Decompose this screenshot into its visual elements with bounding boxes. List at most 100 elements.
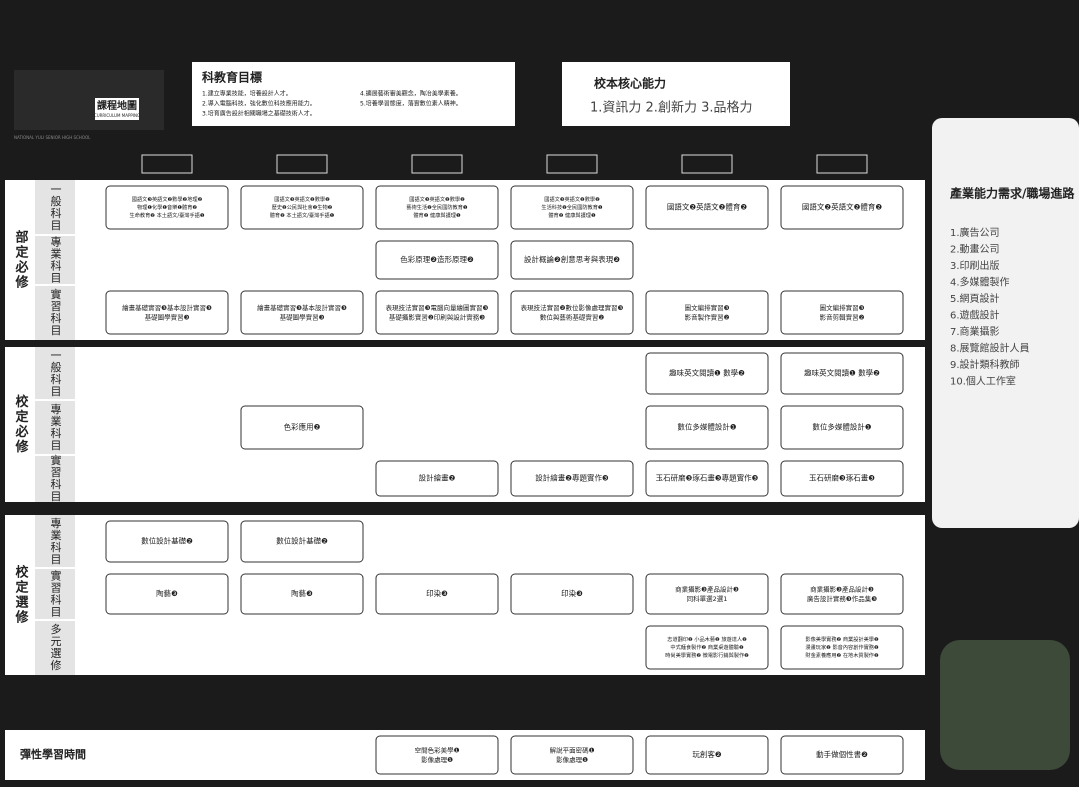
course-text: 時尚美學實務❷ 微電影行銷與製作❷ xyxy=(665,651,749,659)
course-text: 數位設計基礎❷ xyxy=(276,536,328,546)
course-box xyxy=(780,405,904,450)
course-box xyxy=(375,460,499,497)
core-text: 1.資訊力 2.創新力 3.品格力 xyxy=(590,100,752,116)
course-box xyxy=(645,573,769,615)
row-label: 實習科目 xyxy=(49,287,62,336)
course-text: 藝術生活❷全民國防教育❶ xyxy=(406,203,468,211)
course-box xyxy=(645,352,769,395)
course-box xyxy=(510,240,634,280)
course-text: 動手做個性書❷ xyxy=(816,749,868,759)
course-box xyxy=(645,735,769,775)
course-text: 影像處理❶ xyxy=(421,755,453,764)
course-box xyxy=(240,185,364,230)
logo-title: 課程地圖 xyxy=(97,99,137,112)
column-header xyxy=(681,154,733,174)
logo xyxy=(14,70,164,130)
course-text: 影音製作實習❷ xyxy=(685,312,730,321)
course-text: 陶藝❸ xyxy=(291,588,313,598)
course-text: 體育❷ 健康與護理❶ xyxy=(548,211,596,219)
course-text: 商業攝影❸產品設計❸ xyxy=(675,584,739,593)
school-name: NATIONAL YULI SENIOR HIGH SCHOOL xyxy=(14,135,91,140)
course-box xyxy=(105,520,229,563)
course-box xyxy=(105,573,229,615)
sidebar-item: 3.印刷出版 xyxy=(950,259,1000,272)
sidebar-item: 4.多媒體製作 xyxy=(950,276,1010,289)
row-label: 實習科目 xyxy=(49,453,62,502)
logo-badge xyxy=(95,98,139,120)
goal-item: 5.培養學習態度，落實數位素人精神。 xyxy=(360,100,462,108)
course-box xyxy=(375,290,499,335)
section-label: 校定選修 xyxy=(13,564,30,625)
row-label-bg xyxy=(35,347,75,502)
course-text: 生活科技❷全民國防教育❶ xyxy=(541,203,603,211)
course-text: 物理❶化學❶音樂❶體育❷ xyxy=(137,203,197,211)
course-text: 影像美學實務❷ 商業設計美學❷ xyxy=(805,635,879,643)
sidebar-item: 7.商業攝影 xyxy=(950,325,1000,338)
course-box xyxy=(780,185,904,230)
course-text: 玉石研磨❸琢石畫❸ xyxy=(809,473,875,483)
course-box xyxy=(510,185,634,230)
course-box xyxy=(240,573,364,615)
course-text: 趣味英文閱讀❶ 數學❷ xyxy=(804,368,880,378)
course-box xyxy=(645,625,769,670)
course-box xyxy=(510,735,634,775)
course-text: 繪畫基礎實習❸基本設計實習❸ xyxy=(257,303,347,312)
course-box xyxy=(240,520,364,563)
course-text: 國語文❸英語文❷數學❷ xyxy=(274,195,330,203)
course-text: 志道翻印❷ 小品木藝❷ 旅遊達人❷ xyxy=(667,635,747,643)
section-label: 校定必修 xyxy=(13,394,30,455)
course-box xyxy=(105,185,229,230)
row-label: 一般科目 xyxy=(49,184,62,232)
column-header xyxy=(546,154,598,174)
goals-title: 科教育目標 xyxy=(202,70,262,85)
course-box xyxy=(780,352,904,395)
course-box xyxy=(645,290,769,335)
column-header xyxy=(276,154,328,174)
goal-item: 3.培育廣告設計相關職場之基礎技術人才。 xyxy=(202,110,316,118)
course-text: 基礎攝影實習❷印刷與設計實務❸ xyxy=(389,312,485,321)
flex-label: 彈性學習時間 xyxy=(20,747,86,761)
course-text: 影像處理❶ xyxy=(556,755,588,764)
course-text: 玉石研磨❸琢石畫❸專題實作❸ xyxy=(656,473,759,483)
course-text: 生命教育❷ 本土語文/臺灣手語❶ xyxy=(130,211,205,219)
course-text: 數位多媒體設計❶ xyxy=(812,422,871,432)
course-box xyxy=(240,405,364,450)
course-box xyxy=(645,405,769,450)
course-box xyxy=(510,290,634,335)
course-text: 數位多媒體設計❶ xyxy=(677,422,736,432)
course-text: 玩創客❷ xyxy=(692,749,721,759)
row-label: 專業科目 xyxy=(49,236,62,284)
core-title: 校本核心能力 xyxy=(594,76,666,91)
sidebar-item: 8.展覽館設計人員 xyxy=(950,342,1030,355)
course-text: 國語文❸英語文❷數學❷ xyxy=(409,195,465,203)
course-text: 印染❸ xyxy=(426,588,448,598)
course-text: 趣味英文閱讀❶ 數學❷ xyxy=(669,368,745,378)
course-text: 體育❷ 健康與護理❶ xyxy=(413,211,461,219)
goals-box xyxy=(192,62,515,126)
course-text: 基礎圖學實習❸ xyxy=(280,312,325,321)
course-text: 財金素養應用❷ 在地木質製作❷ xyxy=(805,651,879,659)
sidebar-item: 9.設計類科教師 xyxy=(950,358,1020,371)
course-text: 廣告設計實務❸作品集❸ xyxy=(807,594,877,603)
course-text: 解說平面密碼❶ xyxy=(550,745,595,754)
course-text: 中式麵食製作❷ 商業桌遊體驗❷ xyxy=(670,643,744,651)
course-box xyxy=(780,735,904,775)
course-box xyxy=(105,290,229,335)
sidebar-item: 5.網頁設計 xyxy=(950,292,1000,305)
course-text: 設計繪畫❷專題實作❸ xyxy=(535,473,608,483)
course-box xyxy=(240,290,364,335)
course-box xyxy=(375,185,499,230)
course-box xyxy=(780,625,904,670)
course-text: 國語文❸英語文❷數學❷地理❷ xyxy=(132,195,203,203)
row-label: 實習科目 xyxy=(49,569,62,618)
row-label: 專業科目 xyxy=(49,517,62,565)
course-text: 色彩應用❷ xyxy=(284,422,321,432)
course-text: 陶藝❸ xyxy=(156,588,178,598)
sidebar-item: 1.廣告公司 xyxy=(950,226,1000,239)
row-label: 專業科目 xyxy=(49,403,62,451)
illustration xyxy=(940,640,1070,770)
column-header xyxy=(141,154,193,174)
goal-item: 1.建立專業技能，培養設計人才。 xyxy=(202,90,292,98)
course-box xyxy=(375,240,499,280)
